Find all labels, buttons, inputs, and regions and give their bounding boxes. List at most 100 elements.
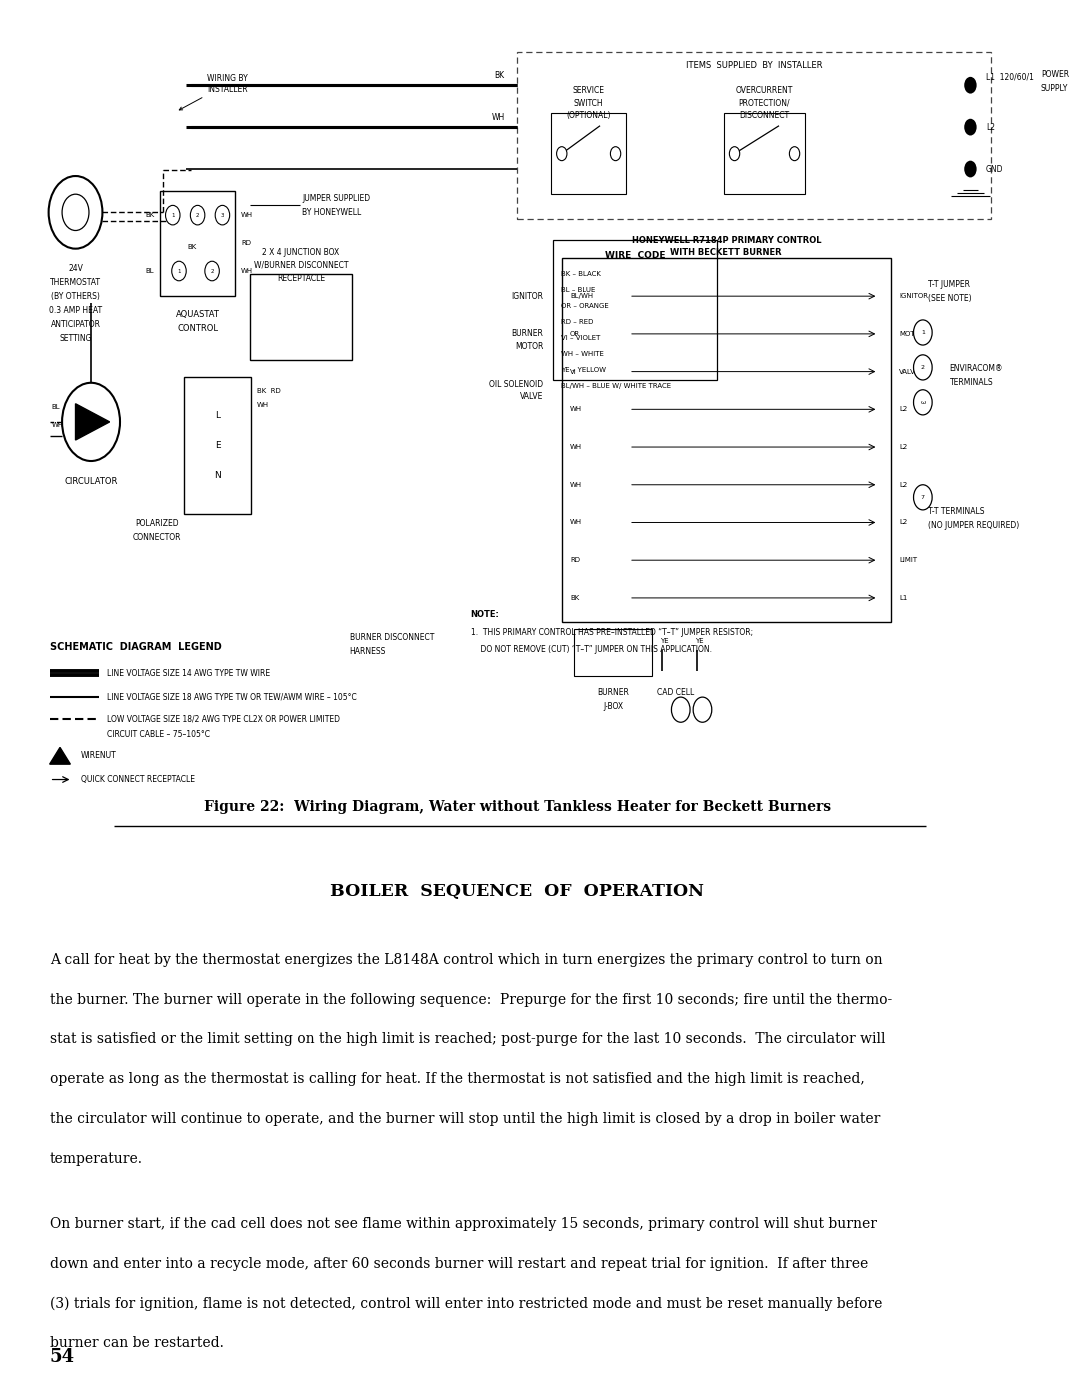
Text: 1: 1: [177, 268, 180, 274]
Circle shape: [789, 147, 799, 161]
Text: ω: ω: [920, 400, 926, 405]
Text: BK  RD: BK RD: [257, 388, 281, 394]
Text: 7: 7: [921, 495, 924, 500]
Text: MOTOR: MOTOR: [515, 342, 543, 351]
Text: CAD CELL: CAD CELL: [657, 689, 694, 697]
Text: WIRING BY
INSTALLER: WIRING BY INSTALLER: [179, 74, 248, 110]
Polygon shape: [76, 404, 110, 440]
Text: LIMIT: LIMIT: [899, 557, 917, 563]
Text: 3: 3: [220, 212, 225, 218]
Text: (BY OTHERS): (BY OTHERS): [51, 292, 100, 300]
Text: the burner. The burner will operate in the following sequence:  Prepurge for the: the burner. The burner will operate in t…: [50, 992, 892, 1007]
Text: TERMINALS: TERMINALS: [949, 379, 994, 387]
Text: NOTE:: NOTE:: [471, 610, 500, 619]
Text: VI – VIOLET: VI – VIOLET: [561, 335, 600, 341]
Text: the circulator will continue to operate, and the burner will stop until the high: the circulator will continue to operate,…: [50, 1112, 880, 1126]
Bar: [553, 240, 717, 380]
Text: BK: BK: [570, 595, 579, 601]
Circle shape: [693, 697, 712, 722]
Circle shape: [610, 147, 621, 161]
Text: LINE VOLTAGE SIZE 18 AWG TYPE TW OR TEW/AWM WIRE – 105°C: LINE VOLTAGE SIZE 18 AWG TYPE TW OR TEW/…: [107, 693, 356, 701]
Text: WH: WH: [241, 212, 253, 218]
Text: 1: 1: [921, 330, 924, 335]
Text: L2: L2: [899, 520, 907, 525]
Text: VALVE: VALVE: [899, 369, 920, 374]
Text: SUPPLY: SUPPLY: [1041, 84, 1068, 92]
Text: RECEPTACLE: RECEPTACLE: [276, 274, 325, 282]
Text: QUICK CONNECT RECEPTACLE: QUICK CONNECT RECEPTACLE: [81, 775, 194, 784]
Text: L2: L2: [899, 407, 907, 412]
Text: BL/WH: BL/WH: [570, 293, 593, 299]
Text: L2: L2: [986, 123, 995, 131]
Text: SERVICE: SERVICE: [572, 87, 605, 95]
Text: 1.  THIS PRIMARY CONTROL HAS PRE–INSTALLED “T–T” JUMPER RESISTOR;: 1. THIS PRIMARY CONTROL HAS PRE–INSTALLE…: [471, 629, 753, 637]
Circle shape: [215, 205, 230, 225]
Text: BY HONEYWELL: BY HONEYWELL: [302, 208, 362, 217]
Text: SCHEMATIC  DIAGRAM  LEGEND: SCHEMATIC DIAGRAM LEGEND: [50, 641, 221, 652]
Text: IGNITOR: IGNITOR: [899, 293, 928, 299]
Text: BK: BK: [188, 244, 197, 250]
Text: operate as long as the thermostat is calling for heat. If the thermostat is not : operate as long as the thermostat is cal…: [50, 1073, 864, 1087]
Text: 2: 2: [195, 212, 200, 218]
Text: HONEYWELL R7184P PRIMARY CONTROL: HONEYWELL R7184P PRIMARY CONTROL: [632, 236, 821, 244]
Text: WH: WH: [491, 113, 504, 122]
Text: POLARIZED: POLARIZED: [135, 520, 179, 528]
Text: WH: WH: [570, 407, 582, 412]
Text: On burner start, if the cad cell does not see flame within approximately 15 seco: On burner start, if the cad cell does no…: [50, 1217, 877, 1231]
Text: WH: WH: [570, 482, 582, 488]
Text: BK: BK: [495, 71, 504, 80]
Circle shape: [672, 697, 690, 722]
Bar: [517, 52, 991, 219]
Text: THERMOSTAT: THERMOSTAT: [50, 278, 102, 286]
Circle shape: [964, 119, 976, 136]
Text: RD – RED: RD – RED: [561, 319, 593, 326]
Circle shape: [964, 77, 976, 94]
Circle shape: [556, 147, 567, 161]
Text: ENVIRACOM®: ENVIRACOM®: [949, 365, 1003, 373]
Text: 0.3 AMP HEAT: 0.3 AMP HEAT: [49, 306, 103, 314]
Text: 1: 1: [171, 212, 175, 218]
Text: OR: OR: [570, 331, 580, 337]
Text: 2: 2: [211, 268, 214, 274]
Text: L2: L2: [899, 482, 907, 488]
Text: POWER: POWER: [1041, 70, 1069, 78]
Text: E: E: [215, 441, 220, 450]
Text: BURNER: BURNER: [597, 689, 629, 697]
Text: JUMPER SUPPLIED: JUMPER SUPPLIED: [302, 194, 370, 203]
Text: AQUASTAT: AQUASTAT: [176, 310, 219, 319]
Text: burner can be restarted.: burner can be restarted.: [50, 1336, 224, 1351]
Bar: [185, 377, 252, 514]
Text: HARNESS: HARNESS: [350, 647, 386, 655]
Text: Figure 22:  Wiring Diagram, Water without Tankless Heater for Beckett Burners: Figure 22: Wiring Diagram, Water without…: [204, 800, 831, 814]
Text: 24V: 24V: [68, 264, 83, 272]
Bar: [160, 191, 234, 296]
Text: WH: WH: [570, 444, 582, 450]
Text: (SEE NOTE): (SEE NOTE): [928, 295, 972, 303]
Text: temperature.: temperature.: [50, 1151, 143, 1166]
Text: LOW VOLTAGE SIZE 18/2 AWG TYPE CL2X OR POWER LIMITED: LOW VOLTAGE SIZE 18/2 AWG TYPE CL2X OR P…: [107, 715, 339, 724]
Circle shape: [914, 390, 932, 415]
Text: YE: YE: [660, 638, 669, 644]
Text: L2: L2: [899, 444, 907, 450]
Circle shape: [964, 161, 976, 177]
Text: CONNECTOR: CONNECTOR: [133, 534, 181, 542]
Text: BL – BLUE: BL – BLUE: [561, 286, 595, 293]
Circle shape: [165, 205, 180, 225]
Circle shape: [914, 485, 932, 510]
Text: (OPTIONAL): (OPTIONAL): [566, 112, 611, 120]
Text: LINE VOLTAGE SIZE 14 AWG TYPE TW WIRE: LINE VOLTAGE SIZE 14 AWG TYPE TW WIRE: [107, 669, 270, 678]
Text: stat is satisfied or the limit setting on the high limit is reached; post-purge : stat is satisfied or the limit setting o…: [50, 1032, 886, 1046]
Text: L1  120/60/1: L1 120/60/1: [986, 73, 1034, 81]
Text: CIRCUIT CABLE – 75–105°C: CIRCUIT CABLE – 75–105°C: [107, 731, 210, 739]
Bar: [725, 113, 805, 194]
Bar: [575, 629, 652, 676]
Text: YE: YE: [696, 638, 704, 644]
Text: 54: 54: [50, 1348, 75, 1366]
Text: L: L: [215, 411, 220, 420]
Bar: [552, 113, 626, 194]
Text: ITEMS  SUPPLIED  BY  INSTALLER: ITEMS SUPPLIED BY INSTALLER: [686, 61, 823, 70]
Text: T-T TERMINALS: T-T TERMINALS: [928, 507, 985, 515]
Circle shape: [205, 261, 219, 281]
Text: BURNER: BURNER: [511, 330, 543, 338]
Circle shape: [172, 261, 186, 281]
